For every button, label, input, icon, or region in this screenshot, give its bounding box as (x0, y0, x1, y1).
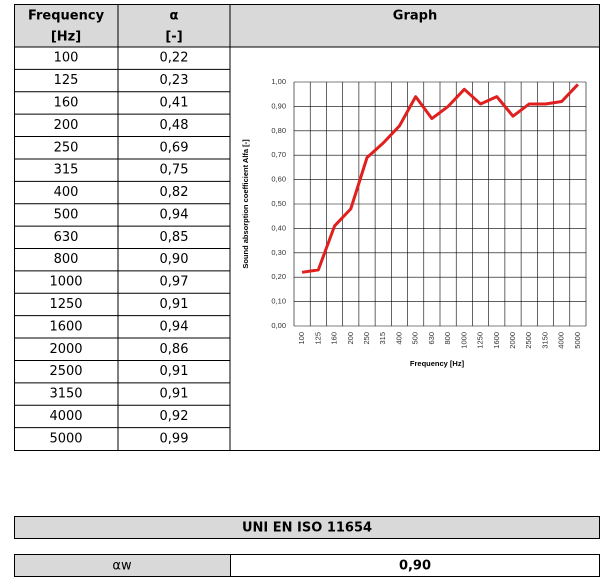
frequency-cell: 200 (54, 118, 79, 133)
frequency-cell: 630 (54, 230, 79, 245)
frequency-cell: 1600 (49, 319, 82, 334)
x-tick-label: 4000 (557, 332, 566, 349)
y-axis-label: Sound absorption coefficient Alfa [-] (241, 139, 250, 269)
y-tick-label: 0,50 (271, 199, 286, 208)
alpha-cell: 0,22 (160, 51, 189, 66)
frequency-cell: 5000 (49, 431, 82, 446)
frequency-cell: 2500 (49, 364, 82, 379)
rating-value: 0,90 (399, 559, 431, 574)
frequency-cell: 100 (54, 51, 79, 66)
y-tick-label: 0,90 (271, 101, 286, 110)
y-tick-label: 1,00 (271, 77, 286, 86)
frequency-cell: 315 (54, 163, 79, 178)
x-tick-label: 2500 (524, 332, 533, 349)
frequency-cell: 4000 (49, 409, 82, 424)
x-tick-label: 160 (330, 332, 339, 345)
alpha-cell: 0,91 (160, 364, 189, 379)
y-tick-label: 0,40 (271, 223, 286, 232)
x-axis-label: Frequency [Hz] (410, 359, 465, 368)
frequency-cell: 3150 (49, 387, 82, 402)
x-tick-label: 125 (313, 332, 322, 345)
rating-value-bg (230, 554, 600, 577)
y-tick-label: 0,70 (271, 150, 286, 159)
x-tick-label: 3150 (540, 332, 549, 349)
alpha-cell: 0,69 (160, 140, 189, 155)
y-tick-label: 0,00 (271, 321, 286, 330)
rating-title-bg (14, 516, 600, 539)
frequency-cell: 500 (54, 207, 79, 222)
y-tick-label: 0,30 (271, 248, 286, 257)
alpha-cell: 0,94 (160, 207, 189, 222)
x-tick-label: 1600 (492, 332, 501, 349)
data-line (301, 83, 579, 274)
x-tick-label: 100 (297, 332, 306, 345)
y-tick-label: 0,60 (271, 175, 286, 184)
header-alpha-unit: [-] (165, 30, 182, 45)
alpha-cell: 0,97 (160, 275, 189, 290)
alpha-cell: 0,91 (160, 297, 189, 312)
x-tick-label: 1250 (476, 332, 485, 349)
alpha-cell: 0,90 (160, 252, 189, 267)
header-graph: Graph (393, 9, 437, 24)
x-tick-label: 2000 (508, 332, 517, 349)
x-tick-label: 800 (443, 332, 452, 345)
x-tick-label: 1000 (459, 332, 468, 349)
x-tick-label: 500 (411, 332, 420, 345)
y-tick-label: 0,80 (271, 126, 286, 135)
alpha-cell: 0,92 (160, 409, 189, 424)
alpha-cell: 0,75 (160, 163, 189, 178)
alpha-cell: 0,99 (160, 431, 189, 446)
x-tick-label: 5000 (573, 332, 582, 349)
frequency-cell: 160 (54, 95, 79, 110)
table-border (14, 4, 600, 451)
header-bg (14, 4, 600, 47)
alpha-cell: 0,82 (160, 185, 189, 200)
frequency-cell: 400 (54, 185, 79, 200)
rating-label: αw (112, 559, 132, 574)
rating-title: UNI EN ISO 11654 (242, 521, 372, 536)
header-alpha: α (170, 9, 179, 24)
alpha-cell: 0,23 (160, 73, 189, 88)
alpha-cell: 0,86 (160, 342, 189, 357)
alpha-cell: 0,94 (160, 319, 189, 334)
header-frequency: Frequency (28, 9, 105, 24)
frequency-cell: 125 (54, 73, 79, 88)
frequency-cell: 250 (54, 140, 79, 155)
header-frequency-unit: [Hz] (51, 30, 81, 45)
y-tick-label: 0,10 (271, 297, 286, 306)
x-tick-label: 400 (394, 332, 403, 345)
alpha-cell: 0,91 (160, 387, 189, 402)
frequency-cell: 1000 (49, 275, 82, 290)
x-tick-label: 200 (346, 332, 355, 345)
frequency-cell: 800 (54, 252, 79, 267)
x-tick-label: 250 (362, 332, 371, 345)
frequency-cell: 2000 (49, 342, 82, 357)
y-tick-label: 0,20 (271, 272, 286, 281)
x-tick-label: 630 (427, 332, 436, 345)
frequency-cell: 1250 (49, 297, 82, 312)
alpha-cell: 0,85 (160, 230, 189, 245)
x-tick-label: 315 (378, 332, 387, 345)
alpha-cell: 0,48 (160, 118, 189, 133)
alpha-cell: 0,41 (160, 95, 189, 110)
